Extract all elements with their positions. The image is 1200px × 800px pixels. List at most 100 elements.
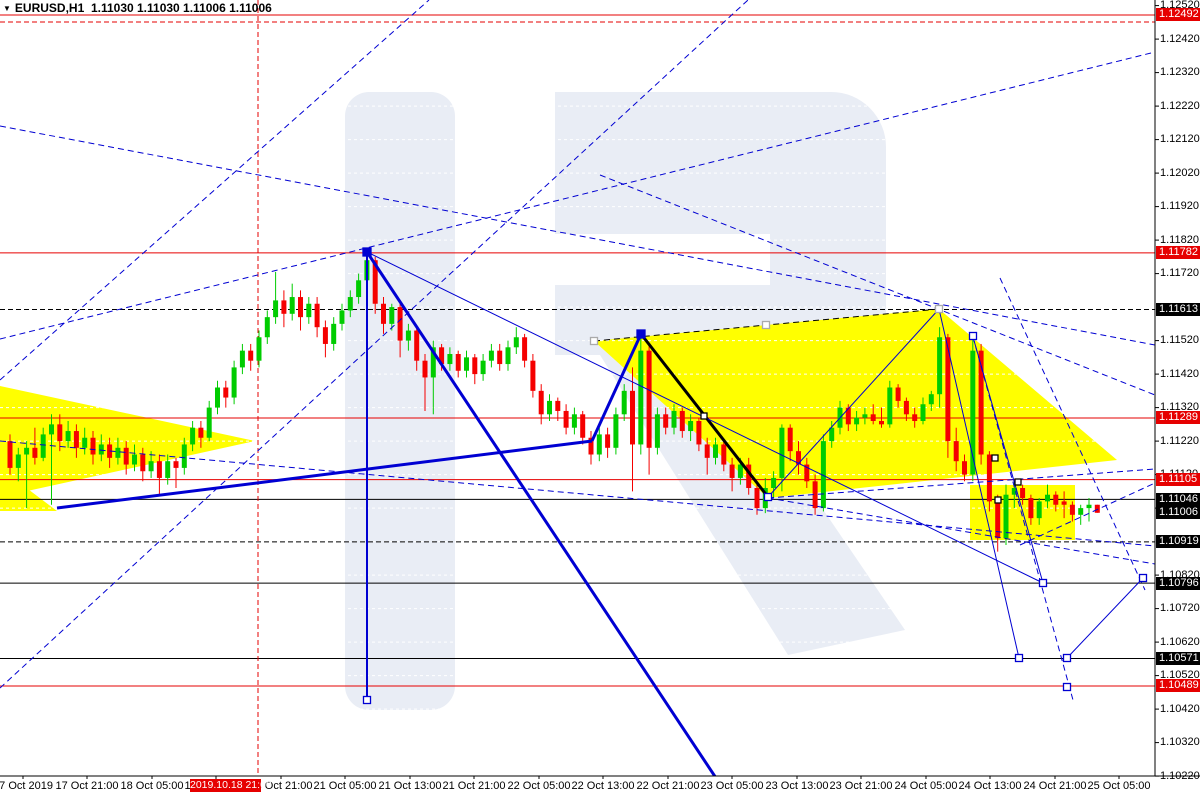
candle <box>405 330 411 341</box>
time-tick-label: 22 Oct 05:00 <box>507 780 571 792</box>
candle <box>787 427 793 452</box>
candle <box>430 347 436 378</box>
candle <box>356 280 362 298</box>
candle <box>273 300 279 318</box>
candle <box>630 390 635 445</box>
left-pennant-tail <box>0 468 57 511</box>
price-tick-label: 1.10320 <box>1160 736 1200 749</box>
candle <box>1028 498 1034 519</box>
candle <box>414 330 420 361</box>
candle <box>771 477 777 488</box>
candle <box>15 454 21 468</box>
trend-line-dashed <box>999 277 1146 591</box>
candle <box>198 427 204 438</box>
candle <box>796 451 801 465</box>
candle <box>547 400 552 415</box>
time-tick-label: 21 Oct 21:00 <box>442 780 506 792</box>
candle <box>381 303 386 324</box>
candle <box>812 481 818 509</box>
trend-line <box>56 439 593 510</box>
handle-square <box>636 329 646 339</box>
time-tick-label: 25 Oct 05:00 <box>1087 780 1151 792</box>
symbol-timeframe: EURUSD,H1 <box>14 1 85 15</box>
candle <box>530 360 536 391</box>
handle-square <box>1062 653 1072 663</box>
title-ohlc-values: 1.11030 1.11030 1.11006 1.11006 <box>90 1 272 15</box>
candle <box>281 300 287 314</box>
candle <box>829 427 835 442</box>
candle <box>754 488 760 509</box>
trend-line-dashed <box>767 497 1155 565</box>
candle <box>455 354 461 371</box>
price-tick-label: 1.11820 <box>1160 233 1199 246</box>
candle <box>571 414 577 428</box>
trend-line-dashed <box>972 336 1074 701</box>
chart-title[interactable]: ▼ EURUSD,H1 1.11030 1.11030 1.11006 1.110… <box>3 1 272 15</box>
handle-square <box>991 454 999 462</box>
time-tick-label: 17 Oct 21:00 <box>55 780 119 792</box>
trend-line <box>1066 577 1144 659</box>
price-tick-label: 1.12120 <box>1160 133 1200 146</box>
candle <box>654 414 660 448</box>
trend-line <box>365 251 717 776</box>
candle <box>57 424 63 442</box>
price-level-label-black: 1.11046 <box>1156 492 1200 506</box>
candle <box>563 410 569 428</box>
candle <box>513 337 519 348</box>
candle <box>962 461 967 475</box>
candle <box>439 347 445 365</box>
candle <box>995 501 1001 539</box>
candle <box>148 461 154 472</box>
candle <box>912 414 918 421</box>
time-tick-label: 18 Oct 05:00 <box>120 780 184 792</box>
price-tick-label: 1.10220 <box>1160 769 1200 782</box>
time-tick-label: 24 Oct 21:00 <box>1023 780 1087 792</box>
candle <box>721 444 727 465</box>
candle <box>239 350 245 368</box>
candle <box>746 464 752 488</box>
candle <box>1020 488 1026 499</box>
candle <box>1036 501 1042 519</box>
candle <box>90 437 96 455</box>
candle <box>538 390 544 415</box>
price-level-label-black: 1.10919 <box>1156 535 1200 549</box>
time-tick-label: 23 Oct 05:00 <box>700 780 764 792</box>
candle <box>1003 494 1009 539</box>
candle <box>165 461 171 478</box>
candle <box>1061 501 1067 505</box>
time-tick-label: 21 Oct 05:00 <box>313 780 377 792</box>
price-tick-label: 1.10720 <box>1160 602 1200 615</box>
candle <box>49 424 54 435</box>
candle <box>522 337 528 361</box>
candle <box>986 454 992 502</box>
candle <box>854 417 860 425</box>
symbol-dropdown-icon[interactable]: ▼ <box>3 4 11 13</box>
candle <box>98 444 104 455</box>
candle <box>1011 488 1017 495</box>
price-tick-label: 1.11920 <box>1160 200 1199 213</box>
price-tick-label: 1.10620 <box>1160 635 1200 648</box>
candle <box>596 434 602 455</box>
candle <box>206 407 212 438</box>
candle <box>505 347 511 365</box>
candle <box>372 260 378 304</box>
candle <box>1053 494 1059 505</box>
candle <box>920 404 926 421</box>
price-tick-label: 1.12320 <box>1160 66 1200 79</box>
trend-line <box>767 308 940 498</box>
price-tick-label: 1.11320 <box>1160 401 1199 414</box>
price-tick-label: 1.10520 <box>1160 669 1200 682</box>
trend-line-dashed <box>0 0 430 381</box>
candle <box>322 327 328 344</box>
candle <box>1094 504 1100 513</box>
price-level-label-black: 1.11006 <box>1156 506 1200 520</box>
handle-square <box>700 412 708 420</box>
candle <box>737 464 743 478</box>
price-tick-label: 1.12220 <box>1160 99 1200 112</box>
price-tick-label: 1.12420 <box>1160 32 1200 45</box>
candle <box>389 307 395 324</box>
candle <box>713 444 718 458</box>
time-tick-label: 22 Oct 21:00 <box>636 780 700 792</box>
candle <box>646 350 652 448</box>
